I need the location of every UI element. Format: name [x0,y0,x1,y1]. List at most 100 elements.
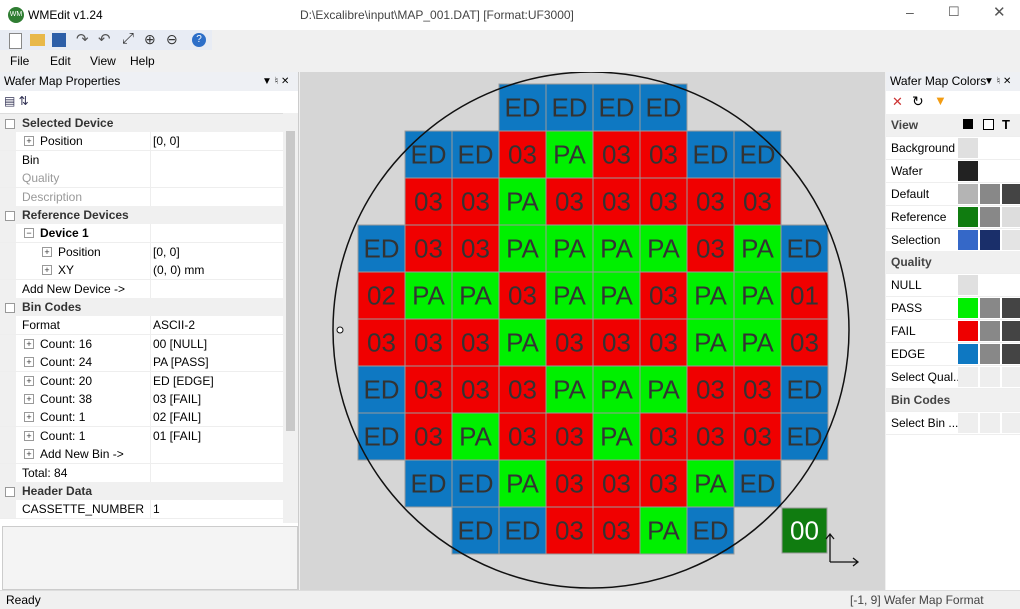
color-swatch[interactable] [958,183,978,204]
expander[interactable]: + [24,357,34,368]
section-toggle[interactable] [5,119,15,129]
property-row[interactable]: Quality [0,169,283,189]
menu-item[interactable]: View [90,54,116,68]
property-row[interactable]: + Count: 38 03 [FAIL] [0,390,283,409]
open-button[interactable] [30,34,45,46]
property-row[interactable]: Bin Codes [0,298,283,317]
section-toggle[interactable] [5,211,15,221]
clear-button[interactable]: ✕ [892,94,903,109]
zoom-out-button[interactable]: ⊖ [166,31,178,47]
color-swatch[interactable] [980,206,1000,227]
property-row[interactable]: + Count: 24 PA [PASS] [0,353,283,373]
color-row[interactable]: EDGE [886,343,1020,366]
color-row[interactable]: Default [886,182,1020,206]
refresh-button[interactable]: ↻ [912,93,924,109]
new-button[interactable] [9,33,22,49]
color-row[interactable]: Select Qual... [886,365,1020,389]
color-row[interactable]: Background [886,136,1020,160]
property-row[interactable]: + Position [0, 0] [0,242,283,262]
sort-buttons[interactable]: ▤ ⇅ [4,94,29,108]
section-toggle[interactable] [5,487,15,497]
property-row[interactable]: + Position [0, 0] [0,132,283,152]
save-button[interactable] [52,33,66,47]
property-row[interactable]: + Count: 1 02 [FAIL] [0,408,283,428]
maximize-button[interactable]: ☐ [948,4,960,19]
color-row[interactable]: Select Bin ... [886,411,1020,435]
color-row[interactable]: PASS [886,297,1020,321]
expander[interactable]: − [24,228,34,239]
color-swatch[interactable] [1002,229,1020,250]
color-swatch[interactable] [980,366,1000,387]
color-swatch[interactable] [1002,298,1020,319]
expander[interactable]: + [24,136,34,147]
color-row[interactable]: FAIL [886,320,1020,344]
property-row[interactable]: Header Data [0,482,283,501]
property-row[interactable]: + Add New Bin -> [0,445,283,465]
zoom-in-button[interactable]: ⊕ [144,31,156,47]
color-swatch[interactable] [958,298,978,319]
scrollbar[interactable] [283,113,298,523]
expander[interactable]: + [24,375,34,386]
color-swatch[interactable] [1002,412,1020,433]
fit-button[interactable]: ⤢ [122,30,135,47]
color-swatch[interactable] [958,206,978,227]
close-button[interactable]: ✕ [993,4,1006,21]
property-row[interactable]: Reference Devices [0,206,283,225]
property-row[interactable]: + Count: 16 00 [NULL] [0,334,283,354]
property-row[interactable]: CASSETTE_NUMBER 1 [0,500,283,520]
color-swatch[interactable] [980,229,1000,250]
expander[interactable]: + [42,246,52,257]
property-row[interactable]: − Device 1 [0,224,283,244]
filter-button[interactable]: ▼ [934,93,947,108]
color-row[interactable]: Selection [886,228,1020,252]
color-swatch[interactable] [958,412,978,433]
property-row[interactable]: + Count: 1 01 [FAIL] [0,426,283,446]
property-row[interactable]: + Count: 20 ED [EDGE] [0,371,283,391]
menu-item[interactable]: Help [130,54,155,68]
redo-button[interactable]: ↷ [76,31,89,48]
color-swatch[interactable] [1002,206,1020,227]
property-row[interactable]: Selected Device [0,114,283,133]
help-button[interactable]: ? [192,33,206,47]
property-row[interactable]: Total: 84 [0,463,283,483]
panel-controls[interactable]: ▼ ♮ ✕ [984,76,1012,87]
color-swatch[interactable] [1002,366,1020,387]
section-label: Selected Device [22,116,114,130]
color-swatch[interactable] [1002,183,1020,204]
scroll-thumb[interactable] [286,131,295,431]
color-swatch[interactable] [980,321,1000,342]
expander[interactable]: + [24,449,34,460]
color-swatch[interactable] [1002,344,1020,364]
menu-item[interactable]: File [10,54,30,68]
color-swatch[interactable] [1002,321,1020,342]
property-row[interactable]: Description [0,187,283,207]
panel-controls[interactable]: ▼ ♮ ✕ [262,76,290,87]
property-row[interactable]: Bin [0,150,283,170]
color-row[interactable]: Wafer [886,159,1020,183]
color-swatch[interactable] [958,160,978,181]
property-row[interactable]: + XY (0, 0) mm [0,261,283,281]
color-swatch[interactable] [980,344,1000,364]
color-swatch[interactable] [980,183,1000,204]
color-swatch[interactable] [958,137,978,158]
color-swatch[interactable] [958,229,978,250]
color-swatch[interactable] [980,298,1000,319]
color-row[interactable]: NULL [886,274,1020,298]
property-row[interactable]: Format ASCII-2 [0,316,283,336]
section-toggle[interactable] [5,303,15,313]
property-row[interactable]: Add New Device -> [0,279,283,299]
minimize-button[interactable]: – [906,4,914,20]
color-swatch[interactable] [980,412,1000,433]
color-swatch[interactable] [958,321,978,342]
color-swatch[interactable] [958,344,978,364]
color-swatch[interactable] [958,366,978,387]
expander[interactable]: + [24,430,34,441]
color-row[interactable]: Reference [886,205,1020,229]
menu-item[interactable]: Edit [50,54,71,68]
expander[interactable]: + [24,394,34,404]
expander[interactable]: + [24,338,34,349]
expander[interactable]: + [24,412,34,423]
color-swatch[interactable] [958,275,978,296]
expander[interactable]: + [42,265,52,276]
undo-button[interactable]: ↶ [98,31,111,48]
